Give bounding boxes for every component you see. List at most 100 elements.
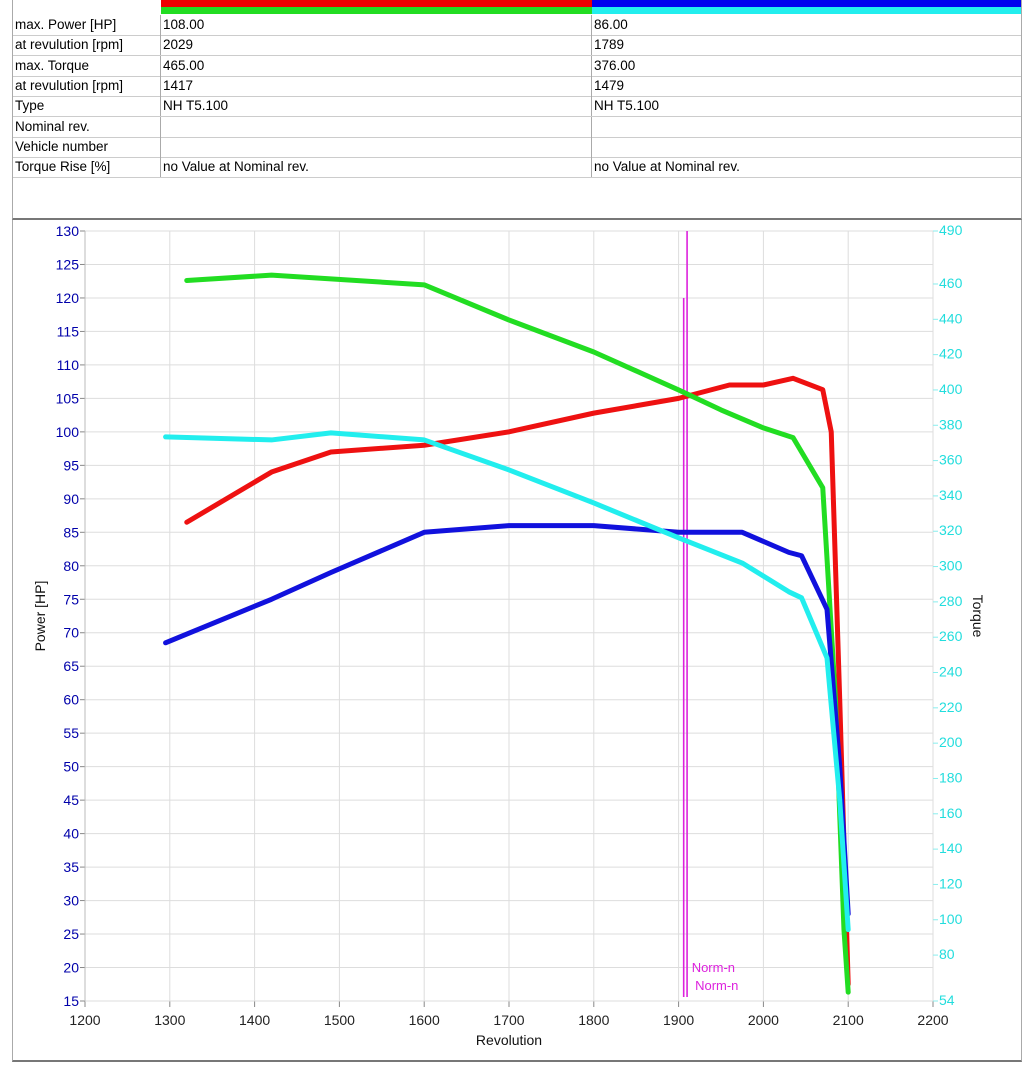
x-tick-label: 2200 xyxy=(917,1012,948,1028)
y2-tick-label: 420 xyxy=(939,346,963,362)
power-torque-chart: 1200 1300 1400 1500 1600 1700 1800 1900 2000 2100… xyxy=(12,220,1022,1062)
y2-tick-label: 80 xyxy=(939,946,955,962)
table-row: Type NH T5.100 NH T5.100 xyxy=(13,96,1021,118)
y-tick-label: 130 xyxy=(56,223,80,239)
y2-tick-label: 300 xyxy=(939,558,963,574)
table-row: Torque Rise [%] no Value at Nominal rev. n… xyxy=(13,157,1021,179)
y-tick-label: 125 xyxy=(56,256,80,272)
x-tick-label: 1700 xyxy=(493,1012,524,1028)
y-tick-label: 100 xyxy=(56,424,80,440)
table-row: max. Torque 465.00 376.00 xyxy=(13,55,1021,77)
y2-tick-label: 240 xyxy=(939,664,963,680)
row-label: Type xyxy=(13,96,161,117)
series-2-color-bar xyxy=(592,0,1021,14)
y-tick-label: 40 xyxy=(63,826,79,842)
row-value: 1417 xyxy=(161,75,592,96)
row-value: 465.00 xyxy=(161,55,592,76)
row-label: at revulution [rpm] xyxy=(13,75,161,96)
y-tick-label: 25 xyxy=(63,926,79,942)
table-row: Nominal rev. xyxy=(13,116,1021,138)
row-value xyxy=(161,136,592,157)
y-axis-label: Power [HP] xyxy=(32,581,48,652)
row-label: at revulution [rpm] xyxy=(13,35,161,56)
y2-tick-label: 340 xyxy=(939,487,963,503)
x-tick-label: 1800 xyxy=(578,1012,609,1028)
x-tick-label: 2000 xyxy=(748,1012,779,1028)
x-tick-label: 1300 xyxy=(154,1012,185,1028)
series-line-power-2 xyxy=(163,523,851,917)
norm-n-marker-label: Norm-n xyxy=(695,978,738,993)
x-tick-label: 1500 xyxy=(324,1012,355,1028)
row-value: 2029 xyxy=(161,35,592,56)
table-row: max. Power [HP] 108.00 86.00 xyxy=(13,15,1021,36)
row-value xyxy=(592,137,1021,157)
y-tick-label: 50 xyxy=(63,759,79,775)
row-label: Nominal rev. xyxy=(13,116,161,137)
y-tick-label: 60 xyxy=(63,692,79,708)
y2-tick-label: 200 xyxy=(939,734,963,750)
row-value: no Value at Nominal rev. xyxy=(161,157,592,178)
y2-tick-label: 490 xyxy=(939,222,963,238)
y2-tick-label: 160 xyxy=(939,805,963,821)
row-value: NH T5.100 xyxy=(161,96,592,117)
y-tick-label: 70 xyxy=(63,625,79,641)
y-tick-label: 55 xyxy=(63,725,79,741)
y-tick-label: 90 xyxy=(63,491,79,507)
row-value: 1479 xyxy=(594,77,625,93)
y2-tick-label: 360 xyxy=(939,452,963,468)
series-line-power-1 xyxy=(184,375,851,987)
x-axis-label: Revolution xyxy=(476,1032,542,1048)
y-tick-label: 115 xyxy=(57,323,80,339)
y-tick-label: 120 xyxy=(56,290,80,306)
x-tick-label: 1900 xyxy=(663,1012,694,1028)
row-value: NH T5.100 xyxy=(594,98,660,114)
row-value: 376.00 xyxy=(594,57,636,73)
y2-tick-label: 54 xyxy=(939,992,955,1008)
y-tick-label: 80 xyxy=(63,558,79,574)
y-tick-label: 85 xyxy=(63,524,79,540)
x-tick-label: 2100 xyxy=(833,1012,864,1028)
table-row: at revulution [rpm] 1417 1479 xyxy=(13,75,1021,97)
row-label: max. Torque xyxy=(13,55,161,76)
table-row: Vehicle number xyxy=(13,136,1021,158)
x-tick-label: 1200 xyxy=(69,1012,100,1028)
chart-svg: 1200 1300 1400 1500 1600 1700 1800 1900 2000 2100… xyxy=(32,222,986,1048)
y-tick-label: 45 xyxy=(63,792,79,808)
y2-tick-label: 440 xyxy=(939,310,963,326)
y2-tick-label: 120 xyxy=(939,875,963,891)
row-value: no Value at Nominal rev. xyxy=(594,159,740,175)
y2-tick-label: 380 xyxy=(939,416,963,432)
y2-tick-label: 400 xyxy=(939,381,963,397)
engine-data-table: max. Power [HP] 108.00 86.00 at revulution … xyxy=(12,0,1022,220)
y2-tick-label: 180 xyxy=(939,769,963,785)
y-tick-label: 75 xyxy=(63,591,79,607)
row-label: Torque Rise [%] xyxy=(13,157,161,178)
x-tick-label: 1400 xyxy=(239,1012,270,1028)
y-tick-label: 20 xyxy=(63,960,79,976)
y2-axis-label: Torque xyxy=(970,595,986,638)
y-tick-label: 110 xyxy=(57,357,80,373)
y-tick-label: 95 xyxy=(63,457,79,473)
row-value: 1789 xyxy=(594,37,625,53)
x-tick-label: 1600 xyxy=(409,1012,440,1028)
row-value: 108.00 xyxy=(161,15,592,35)
row-value: 86.00 xyxy=(594,17,628,32)
y-tick-label: 65 xyxy=(63,658,79,674)
y-tick-label: 105 xyxy=(56,390,80,406)
y-tick-label: 30 xyxy=(63,893,79,909)
y2-tick-label: 280 xyxy=(939,593,963,609)
y-tick-label: 15 xyxy=(63,993,79,1009)
y2-tick-label: 320 xyxy=(939,522,963,538)
y-tick-label: 35 xyxy=(63,859,79,875)
row-value xyxy=(161,116,592,137)
row-label: max. Power [HP] xyxy=(13,15,161,35)
y2-tick-label: 140 xyxy=(939,840,963,856)
row-value xyxy=(592,117,1021,137)
y2-tick-label: 260 xyxy=(939,628,963,644)
row-label: Vehicle number xyxy=(13,136,161,157)
table-row: at revulution [rpm] 2029 1789 xyxy=(13,35,1021,57)
y2-tick-label: 220 xyxy=(939,699,963,715)
series-1-color-bar xyxy=(161,0,592,14)
y2-tick-label: 460 xyxy=(939,275,963,291)
norm-n-marker-label: Norm-n xyxy=(692,960,735,975)
